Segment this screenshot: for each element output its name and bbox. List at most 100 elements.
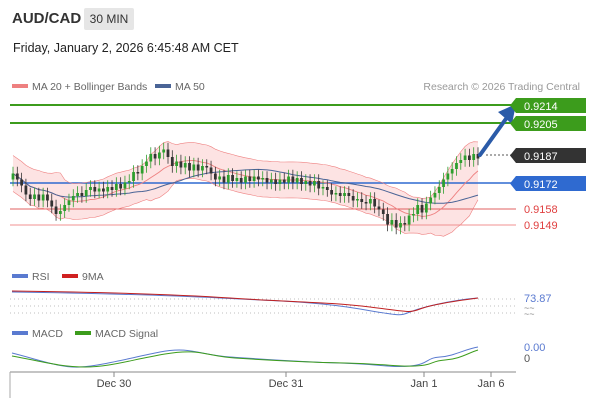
macd-signal-legend-swatch [75,331,91,335]
candle-body [248,176,252,181]
x-label-dec31: Dec 31 [269,378,304,390]
candle-body [179,161,183,168]
rsi-ma-legend-label: 9MA [82,271,104,283]
candle-body [114,184,118,190]
candle-body [330,190,333,195]
candle-body [442,179,445,187]
candle-body [188,163,191,171]
macd-signal-line [11,349,479,368]
candle-body [476,154,480,159]
candle-body [127,181,131,183]
candle-body [170,157,174,166]
candle-body [106,187,110,192]
candle-body [209,167,213,174]
candle-body [132,172,135,181]
candle-body [300,178,303,184]
macd-legend-swatch [12,331,28,335]
candle-body [368,199,372,204]
candle-body [244,176,247,183]
candle-body [468,155,471,160]
candle-body [41,194,45,201]
r1-value: 0.9205 [524,119,558,131]
research-credit: Research © 2026 Trading Central [423,81,580,93]
candle-body [403,223,407,225]
last-price-tag [516,148,586,163]
candle-body [28,194,32,199]
candle-body [437,187,441,193]
x-label-jan1: Jan 1 [411,378,438,390]
timeframe-button[interactable]: 30 MIN [84,8,134,30]
candle-body [20,179,23,186]
candle-body [153,154,157,159]
candle-body [321,187,325,189]
candle-body [347,193,351,196]
candle-body [412,214,415,216]
candle-body [343,193,346,196]
candle-body [364,202,368,204]
candle-body [269,179,273,183]
r2-tag [516,98,586,113]
rsi-legend-swatch [12,274,28,278]
candle-body [37,194,41,201]
candle-body [218,176,222,180]
pivot-tag [516,176,586,191]
candle-body [261,178,265,180]
candle-body [15,173,19,180]
candle-body [110,187,114,190]
candle-body [54,206,58,214]
candle-body [67,200,71,205]
x-label-jan6: Jan 6 [478,378,505,390]
last-price-value: 0.9187 [524,151,558,163]
r2-tag-pointer [510,98,516,113]
candle-body [390,220,394,225]
candle-body [274,179,278,184]
candle-body [459,160,463,163]
candle-body [381,209,385,214]
candle-body [235,178,239,181]
candle-body [429,197,433,204]
pivot-value: 0.9172 [524,179,558,191]
candle-body [136,172,140,174]
candle-body [295,178,299,183]
last-price-tag-pointer [510,148,516,163]
rsi-value: 73.87 [524,293,552,305]
candle-body [338,193,342,196]
candle-body [420,205,424,213]
candle-body [386,214,389,225]
candle-body [446,173,450,180]
candle-body [140,166,144,174]
candle-body [192,164,196,171]
candle-body [196,164,200,171]
candle-body [102,188,105,192]
candle-body [123,182,127,189]
candle-body [231,175,234,181]
candle-body [158,152,161,159]
candle-body [226,175,230,183]
ma50-legend-label: MA 50 [175,81,205,93]
candle-body [84,190,88,196]
candle-body [162,149,166,153]
projection-arrow-shaft [478,114,510,157]
candle-body [71,196,75,201]
candle-body [282,179,286,183]
macd-value: 0.00 [524,342,545,354]
candle-body [252,176,256,181]
candle-body [291,176,295,183]
candle-body [89,187,92,190]
symbol-title: AUD/CAD [12,10,82,27]
candle-body [97,188,101,192]
candle-body [265,178,269,183]
candle-body [313,181,316,186]
candle-body [373,199,377,207]
candle-body [433,193,437,198]
candle-body [472,154,476,160]
candle-body [356,199,359,201]
candle-body [257,176,260,180]
datetime-label: Friday, January 2, 2026 6:45:48 AM CET [13,41,239,55]
ma20-legend-swatch [12,84,28,88]
candle-body [145,161,148,166]
rsi-scale-mark-1: ~~ [524,303,535,313]
candle-body [455,163,458,169]
candle-body [239,178,243,183]
